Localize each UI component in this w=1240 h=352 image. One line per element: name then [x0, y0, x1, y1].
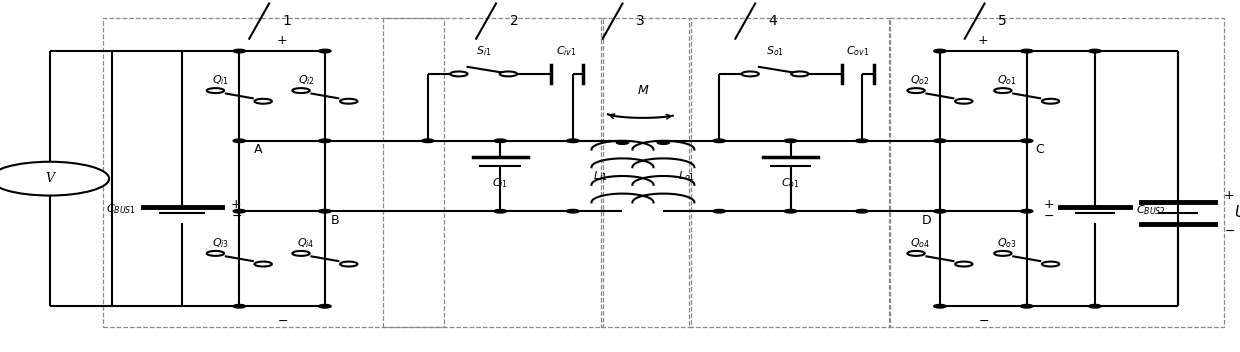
Circle shape: [908, 88, 925, 93]
Circle shape: [1042, 99, 1059, 104]
Circle shape: [856, 139, 868, 143]
Circle shape: [319, 49, 331, 53]
Circle shape: [567, 139, 579, 143]
Circle shape: [994, 88, 1012, 93]
Circle shape: [500, 71, 517, 76]
Circle shape: [1089, 49, 1101, 53]
Circle shape: [1021, 139, 1033, 143]
Text: $Q_{o1}$: $Q_{o1}$: [997, 73, 1017, 87]
Text: $Q_{i4}$: $Q_{i4}$: [298, 236, 315, 250]
Circle shape: [934, 49, 946, 53]
Text: $-$: $-$: [978, 314, 988, 327]
Text: 5: 5: [998, 14, 1007, 28]
Circle shape: [994, 251, 1012, 256]
Text: $-$: $-$: [231, 209, 242, 222]
Circle shape: [319, 304, 331, 308]
Circle shape: [293, 251, 310, 256]
Text: 3: 3: [636, 14, 645, 28]
Circle shape: [908, 251, 925, 256]
Circle shape: [254, 99, 272, 104]
Circle shape: [934, 304, 946, 308]
Text: +: +: [978, 34, 988, 47]
Circle shape: [1021, 209, 1033, 213]
Text: $U_2$: $U_2$: [1234, 203, 1240, 222]
Circle shape: [955, 99, 972, 104]
Circle shape: [934, 139, 946, 143]
Text: $Q_{i1}$: $Q_{i1}$: [212, 73, 229, 87]
Circle shape: [1021, 49, 1033, 53]
Text: 2: 2: [510, 14, 518, 28]
Circle shape: [494, 209, 506, 213]
Circle shape: [319, 209, 331, 213]
Circle shape: [207, 88, 224, 93]
Text: +: +: [1224, 189, 1235, 202]
Circle shape: [319, 139, 331, 143]
Text: $S_{o1}$: $S_{o1}$: [766, 44, 784, 58]
Text: B: B: [331, 214, 340, 226]
Circle shape: [233, 49, 246, 53]
Circle shape: [742, 71, 759, 76]
Text: $C_{ov1}$: $C_{ov1}$: [847, 44, 869, 58]
Circle shape: [1021, 304, 1033, 308]
Circle shape: [567, 209, 579, 213]
Circle shape: [934, 209, 946, 213]
Circle shape: [450, 71, 467, 76]
Circle shape: [657, 141, 670, 144]
Text: $-$: $-$: [1224, 224, 1235, 237]
Text: $-$: $-$: [1043, 209, 1054, 222]
Circle shape: [233, 209, 246, 213]
Text: $Q_{o3}$: $Q_{o3}$: [997, 236, 1017, 250]
Circle shape: [233, 304, 246, 308]
Text: $Q_{i3}$: $Q_{i3}$: [212, 236, 229, 250]
Circle shape: [0, 162, 109, 196]
Text: $Q_{o2}$: $Q_{o2}$: [910, 73, 930, 87]
Text: $C_{o1}$: $C_{o1}$: [781, 176, 800, 190]
Circle shape: [422, 139, 434, 143]
Circle shape: [293, 88, 310, 93]
Text: 1: 1: [283, 14, 291, 28]
Circle shape: [494, 139, 506, 143]
Circle shape: [207, 251, 224, 256]
Circle shape: [1089, 304, 1101, 308]
Circle shape: [254, 262, 272, 266]
Circle shape: [784, 139, 797, 143]
Circle shape: [233, 139, 246, 143]
Text: $-$: $-$: [277, 314, 288, 327]
Text: $C_{BUS2}$: $C_{BUS2}$: [1136, 203, 1166, 217]
Text: +: +: [277, 34, 288, 47]
Text: A: A: [254, 143, 263, 156]
Text: $L_{i1}$: $L_{i1}$: [593, 169, 608, 183]
Circle shape: [791, 71, 808, 76]
Text: D: D: [921, 214, 931, 226]
Text: $L_{o1}$: $L_{o1}$: [678, 169, 696, 183]
Circle shape: [856, 209, 868, 213]
Circle shape: [713, 139, 725, 143]
Text: V: V: [45, 172, 55, 185]
Circle shape: [955, 262, 972, 266]
Circle shape: [616, 141, 629, 144]
Text: $Q_{i2}$: $Q_{i2}$: [298, 73, 315, 87]
Circle shape: [713, 209, 725, 213]
Circle shape: [1042, 262, 1059, 266]
Text: 4: 4: [769, 14, 777, 28]
Text: +: +: [231, 198, 242, 210]
Text: C: C: [1035, 143, 1044, 156]
Text: $C_{i1}$: $C_{i1}$: [492, 176, 508, 190]
Circle shape: [340, 99, 357, 104]
Circle shape: [784, 209, 797, 213]
Text: +: +: [1043, 198, 1054, 210]
Text: $C_{iv1}$: $C_{iv1}$: [557, 44, 577, 58]
Circle shape: [340, 262, 357, 266]
Text: $C_{BUS1}$: $C_{BUS1}$: [107, 202, 136, 216]
Text: $Q_{o4}$: $Q_{o4}$: [910, 236, 930, 250]
Text: $S_{i1}$: $S_{i1}$: [476, 44, 491, 58]
Text: $M$: $M$: [636, 84, 650, 97]
